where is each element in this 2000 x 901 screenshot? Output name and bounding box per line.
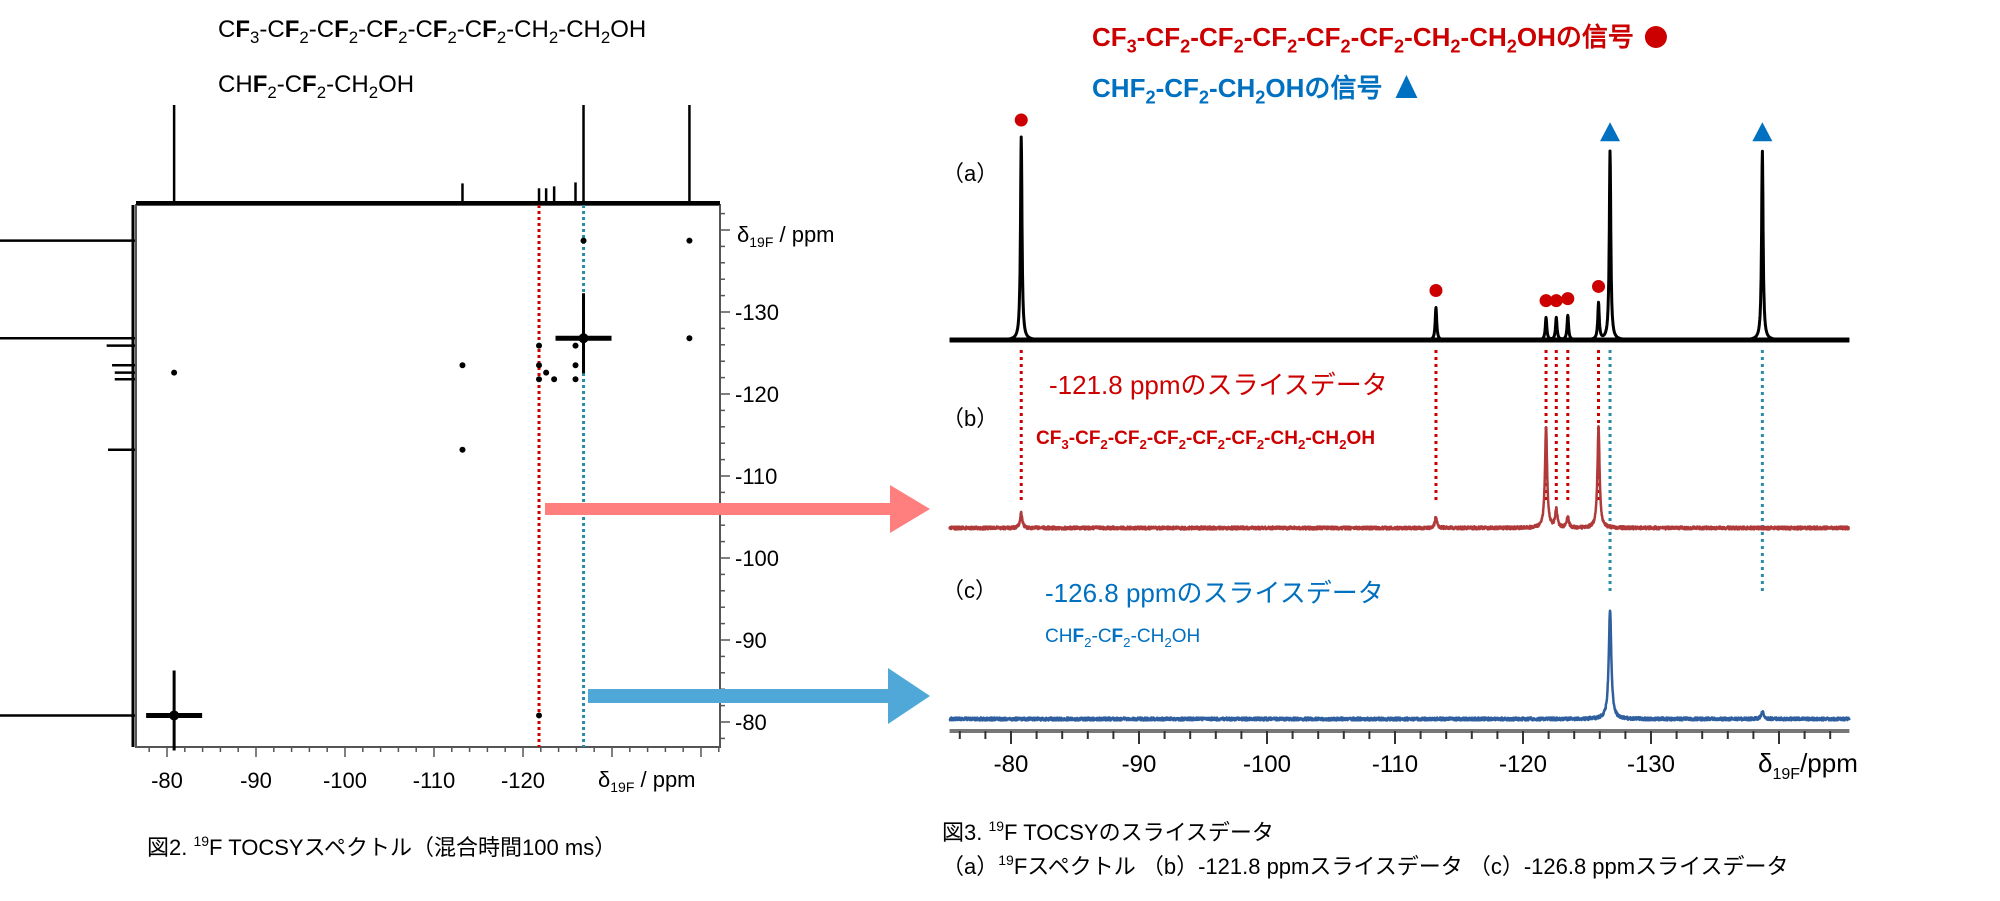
cross-peak	[543, 369, 550, 376]
x-tick-label: -80	[994, 751, 1029, 778]
triangle-marker-icon	[1752, 122, 1773, 142]
cross-peak	[686, 335, 693, 342]
y-tick-label: -110	[735, 464, 777, 489]
arrow-shaft	[545, 503, 900, 515]
x-tick-label: -100	[1243, 751, 1291, 778]
plot-frame	[135, 204, 721, 748]
figure-3-caption-legend: （a）19Fスペクトル （b）-121.8 ppmスライスデータ （c）-126…	[942, 852, 1788, 879]
circle-marker-icon	[1644, 26, 1667, 48]
circle-marker-icon	[1429, 284, 1443, 298]
cross-peak	[536, 376, 543, 383]
y-tick-label: -80	[735, 710, 767, 735]
trace-label-b: （b）	[942, 406, 998, 431]
cross-peak	[686, 237, 693, 244]
slice-spectra-plot: -80 -90 -100 -110 -120 -130	[948, 113, 1851, 778]
formula-tetrafluoropropanol: CHF2-CF2-CH2OH	[218, 71, 414, 102]
slice-b-title: -121.8 ppmのスライスデータ	[1049, 370, 1388, 400]
x-tick-label: -110	[1372, 751, 1418, 778]
y-tick-label: -120	[735, 382, 779, 407]
x-tick-label: -110	[413, 768, 455, 793]
cross-peak	[551, 376, 558, 383]
arrow-head-icon	[888, 668, 930, 724]
trace-b-spectrum	[948, 424, 1851, 531]
legend-item-tetrafluoropropanol: CHF2-CF2-CH2OHの信号	[1092, 73, 1382, 108]
cross-peak	[171, 369, 178, 376]
legend-item-perfluorohexyl-ethanol: CF3-CF2-CF2-CF2-CF2-CF2-CH2-CH2OHの信号	[1092, 22, 1634, 57]
slice-c-title: -126.8 ppmのスライスデータ	[1045, 578, 1384, 608]
slice-b-formula: CF3-CF2-CF2-CF2-CF2-CF2-CH2-CH2OH	[1036, 428, 1375, 452]
cross-peak	[580, 237, 587, 244]
y-axis-label: δ19F / ppm	[737, 222, 835, 250]
figure-3-caption-title: 図3. 19F TOCSYのスライスデータ	[942, 818, 1274, 845]
x-axis-label: δ19F / ppm	[598, 767, 696, 795]
figure-2-caption: 図2. 19F TOCSYスペクトル（混合時間100 ms）	[147, 833, 616, 860]
x-tick-label: -120	[501, 768, 545, 793]
y-tick-label: -100	[735, 546, 779, 571]
x-tick-label: -120	[1499, 751, 1547, 778]
cross-peak	[572, 342, 579, 349]
trace-label-a: （a）	[942, 161, 998, 186]
cross-peak	[459, 362, 466, 369]
circle-marker-icon	[1592, 279, 1606, 293]
x-axis-label-right: δ19F/ppm	[1758, 748, 1858, 783]
cross-peak	[536, 362, 543, 369]
slice-arrow-blue	[588, 668, 930, 724]
cross-peak	[169, 710, 180, 721]
cross-peak	[536, 712, 543, 719]
slice-arrow-red	[545, 485, 930, 533]
cross-peak	[572, 362, 579, 369]
tocsy-2d-plot: -80 -90 -100 -110 -120 -80 -90 -100 -110 -120 -130	[0, 105, 779, 793]
x-tick-label: -90	[240, 768, 272, 793]
cross-peak	[459, 446, 466, 453]
triangle-marker-icon	[1600, 122, 1621, 142]
x-tick-label: -80	[151, 768, 183, 793]
arrow-head-icon	[890, 485, 930, 533]
trace-c-spectrum	[948, 609, 1851, 722]
y-tick-label: -130	[735, 300, 779, 325]
triangle-marker-icon	[1395, 75, 1418, 98]
trace-a-spectrum	[948, 135, 1851, 342]
x-tick-label: -90	[1122, 751, 1157, 778]
x-tick-label: -100	[323, 768, 367, 793]
cross-peak	[578, 333, 589, 344]
formula-perfluorohexyl-ethanol: CF3-CF2-CF2-CF2-CF2-CF2-CH2-CH2OH	[218, 16, 646, 47]
slice-c-formula: CHF2-CF2-CH2OH	[1045, 626, 1200, 650]
cross-peak	[572, 376, 579, 383]
trace-label-c: （c）	[942, 578, 997, 603]
x-tick-label: -130	[1627, 751, 1675, 778]
circle-marker-icon	[1549, 294, 1563, 308]
arrow-shaft	[588, 689, 900, 703]
cross-peak	[536, 342, 543, 349]
circle-marker-icon	[1561, 292, 1575, 306]
circle-marker-icon	[1539, 294, 1553, 308]
circle-marker-icon	[1014, 113, 1028, 127]
y-tick-label: -90	[735, 628, 767, 653]
